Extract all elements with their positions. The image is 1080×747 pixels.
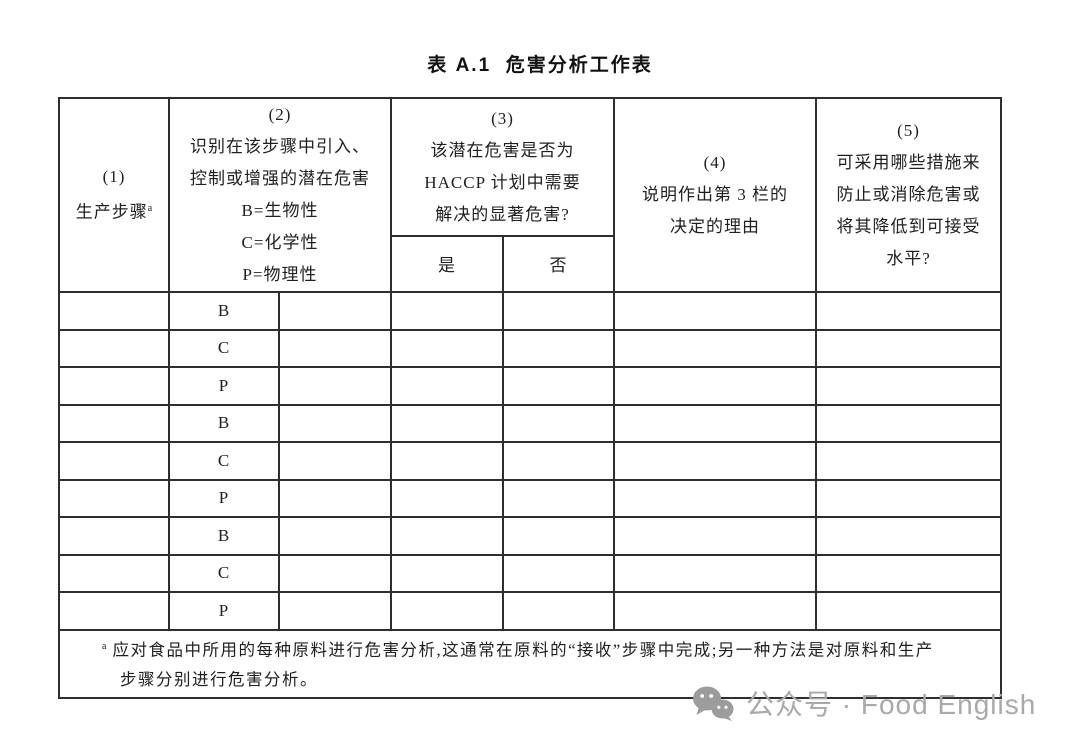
cell-hazard-type: B — [168, 403, 280, 443]
table-row: B — [58, 516, 1002, 556]
cell-justification — [613, 291, 817, 331]
header-col3-significant-hazard-question: (3) 该潜在危害是否为 HACCP 计划中需要 解决的显著危害? — [390, 97, 615, 237]
header-col4-justification: (4) 说明作出第 3 栏的 决定的理由 — [613, 97, 817, 293]
cell-step — [58, 478, 170, 518]
cell-yes — [390, 403, 504, 443]
cell-hazard-desc — [278, 366, 392, 406]
cell-justification — [613, 478, 817, 518]
cell-hazard-type: B — [168, 291, 280, 331]
cell-no — [502, 291, 615, 331]
cell-hazard-type: C — [168, 441, 280, 481]
header-col2-potential-hazards: (2) 识别在该步骤中引入、 控制或增强的潜在危害 B=生物性 C=化学性 P=… — [168, 97, 392, 293]
wechat-icon — [693, 686, 734, 721]
cell-measures — [815, 516, 1002, 556]
cell-step — [58, 366, 170, 406]
cell-step — [58, 328, 170, 368]
cell-measures — [815, 441, 1002, 481]
cell-hazard-desc — [278, 478, 392, 518]
table-row: P — [58, 366, 1002, 406]
cell-justification — [613, 591, 817, 631]
header-col1-production-step: (1) 生产步骤a — [58, 97, 170, 293]
cell-step — [58, 403, 170, 443]
header-col3-yes: 是 — [390, 234, 504, 294]
header-col3-no: 否 — [502, 234, 615, 294]
cell-hazard-desc — [278, 516, 392, 556]
col1-footnote-marker: a — [147, 203, 153, 215]
table-row: C — [58, 553, 1002, 593]
cell-hazard-type: P — [168, 591, 280, 631]
cell-hazard-type: P — [168, 366, 280, 406]
cell-no — [502, 328, 615, 368]
cell-no — [502, 553, 615, 593]
cell-measures — [815, 291, 1002, 331]
col1-label: 生产步骤a — [75, 202, 153, 222]
hazard-analysis-worksheet: (1) 生产步骤a (2) 识别在该步骤中引入、 控制或增强的潜在危害 B=生物… — [58, 97, 1002, 699]
cell-measures — [815, 328, 1002, 368]
cell-step — [58, 291, 170, 331]
cell-hazard-desc — [278, 591, 392, 631]
cell-yes — [390, 291, 504, 331]
cell-step — [58, 591, 170, 631]
table-row: C — [58, 441, 1002, 481]
watermark-text: 公众号 · Food English — [746, 689, 1037, 720]
cell-hazard-type: P — [168, 478, 280, 518]
cell-hazard-type: B — [168, 516, 280, 556]
cell-step — [58, 516, 170, 556]
cell-hazard-desc — [278, 553, 392, 593]
cell-hazard-type: C — [168, 553, 280, 593]
cell-justification — [613, 328, 817, 368]
table-row: B — [58, 403, 1002, 443]
watermark: 公众号 · Food English — [692, 683, 1036, 723]
cell-measures — [815, 366, 1002, 406]
table-row: B — [58, 291, 1002, 331]
cell-justification — [613, 366, 817, 406]
cell-hazard-desc — [278, 328, 392, 368]
cell-justification — [613, 516, 817, 556]
cell-yes — [390, 328, 504, 368]
cell-step — [58, 441, 170, 481]
footnote-line2: 步骤分别进行危害分析。 — [120, 670, 318, 690]
cell-hazard-type: C — [168, 328, 280, 368]
cell-no — [502, 366, 615, 406]
cell-step — [58, 553, 170, 593]
table-row: P — [58, 591, 1002, 631]
cell-hazard-desc — [278, 291, 392, 331]
cell-no — [502, 478, 615, 518]
cell-yes — [390, 553, 504, 593]
cell-measures — [815, 553, 1002, 593]
cell-justification — [613, 441, 817, 481]
cell-yes — [390, 478, 504, 518]
footnote-line1: 应对食品中所用的每种原料进行危害分析,这通常在原料的“接收”步骤中完成;另一种方… — [112, 640, 934, 660]
table-row: P — [58, 478, 1002, 518]
cell-yes — [390, 516, 504, 556]
cell-yes — [390, 441, 504, 481]
cell-justification — [613, 553, 817, 593]
cell-justification — [613, 403, 817, 443]
cell-no — [502, 441, 615, 481]
cell-no — [502, 403, 615, 443]
header-col5-preventive-measures: (5) 可采用哪些措施来 防止或消除危害或 将其降低到可接受 水平? — [815, 97, 1002, 293]
cell-no — [502, 516, 615, 556]
cell-yes — [390, 366, 504, 406]
cell-measures — [815, 591, 1002, 631]
cell-measures — [815, 478, 1002, 518]
footnote-marker: a — [102, 640, 107, 652]
cell-hazard-desc — [278, 403, 392, 443]
table-row: C — [58, 328, 1002, 368]
cell-yes — [390, 591, 504, 631]
cell-measures — [815, 403, 1002, 443]
table-caption: 表 A.1 危害分析工作表 — [427, 55, 653, 76]
table-footnote: a 应对食品中所用的每种原料进行危害分析,这通常在原料的“接收”步骤中完成;另一种… — [58, 628, 1002, 699]
cell-no — [502, 591, 615, 631]
col1-number: (1) — [102, 167, 126, 187]
cell-hazard-desc — [278, 441, 392, 481]
